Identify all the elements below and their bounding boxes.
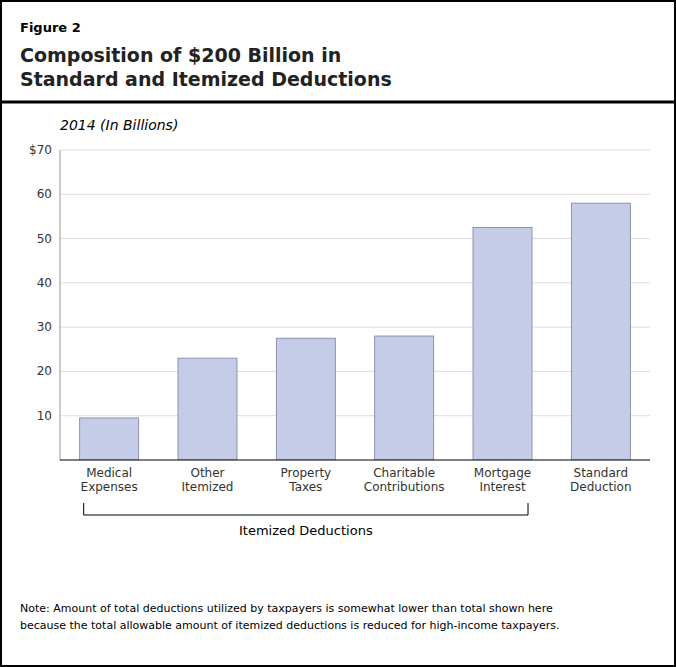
y-tick-label: $70: [29, 143, 52, 157]
y-tick-label: 30: [37, 320, 52, 334]
bar: [276, 338, 335, 460]
bar: [375, 336, 434, 460]
text-line: Mortgage: [474, 466, 531, 480]
x-tick-label: CharitableContributions: [364, 466, 445, 494]
y-axis-line: [60, 150, 61, 460]
x-axis-line: [60, 460, 650, 461]
text-line: Other: [190, 466, 224, 480]
x-tick-label: OtherItemized: [182, 466, 234, 494]
grid-line: [60, 282, 650, 283]
figure-label: Figure 2: [20, 20, 81, 35]
bracket-label: Itemized Deductions: [239, 523, 373, 538]
y-tick-label: 60: [37, 187, 52, 201]
text-line: Contributions: [364, 480, 445, 494]
note: Note: Amount of total deductions utilize…: [20, 602, 560, 632]
y-tick-label: 20: [37, 364, 52, 378]
text-line: Itemized: [182, 480, 234, 494]
bar: [571, 203, 630, 460]
text-line: Expenses: [81, 480, 138, 494]
grid-line: [60, 327, 650, 328]
bars: [80, 203, 631, 460]
y-tick-label: 40: [37, 276, 52, 290]
grid-line: [60, 194, 650, 195]
x-tick-label: MortgageInterest: [474, 466, 531, 494]
bar: [473, 228, 532, 461]
x-tick-label: PropertyTaxes: [280, 466, 331, 494]
y-tick-label: 50: [37, 232, 52, 246]
title: Composition of $200 Billion inStandard a…: [20, 44, 392, 90]
text-line: Note: Amount of total deductions utilize…: [20, 602, 553, 615]
grid: [60, 150, 650, 416]
x-tick-label: MedicalExpenses: [81, 466, 138, 494]
text-line: Standard and Itemized Deductions: [20, 68, 392, 90]
text-line: Property: [280, 466, 331, 480]
grid-line: [60, 371, 650, 372]
bracket: [84, 503, 528, 515]
text-line: Composition of $200 Billion in: [20, 44, 341, 66]
text-line: Charitable: [373, 466, 435, 480]
x-tick-label: StandardDeduction: [570, 466, 631, 494]
grid-line: [60, 238, 650, 239]
header-separator: [0, 101, 676, 104]
subtitle: 2014 (In Billions): [60, 117, 178, 133]
text-line: Interest: [479, 480, 526, 494]
y-tick-label: 10: [37, 409, 52, 423]
text-line: Standard: [574, 466, 629, 480]
chart: Figure 2Composition of $200 Billion inSt…: [0, 0, 676, 667]
text-line: Taxes: [288, 480, 322, 494]
bar: [80, 418, 139, 460]
bar: [178, 358, 237, 460]
text-line: Medical: [86, 466, 132, 480]
grid-line: [60, 415, 650, 416]
outer-border: [1, 1, 675, 666]
text-line: Deduction: [570, 480, 631, 494]
grid-line: [60, 150, 650, 151]
text-line: because the total allowable amount of it…: [20, 619, 560, 632]
